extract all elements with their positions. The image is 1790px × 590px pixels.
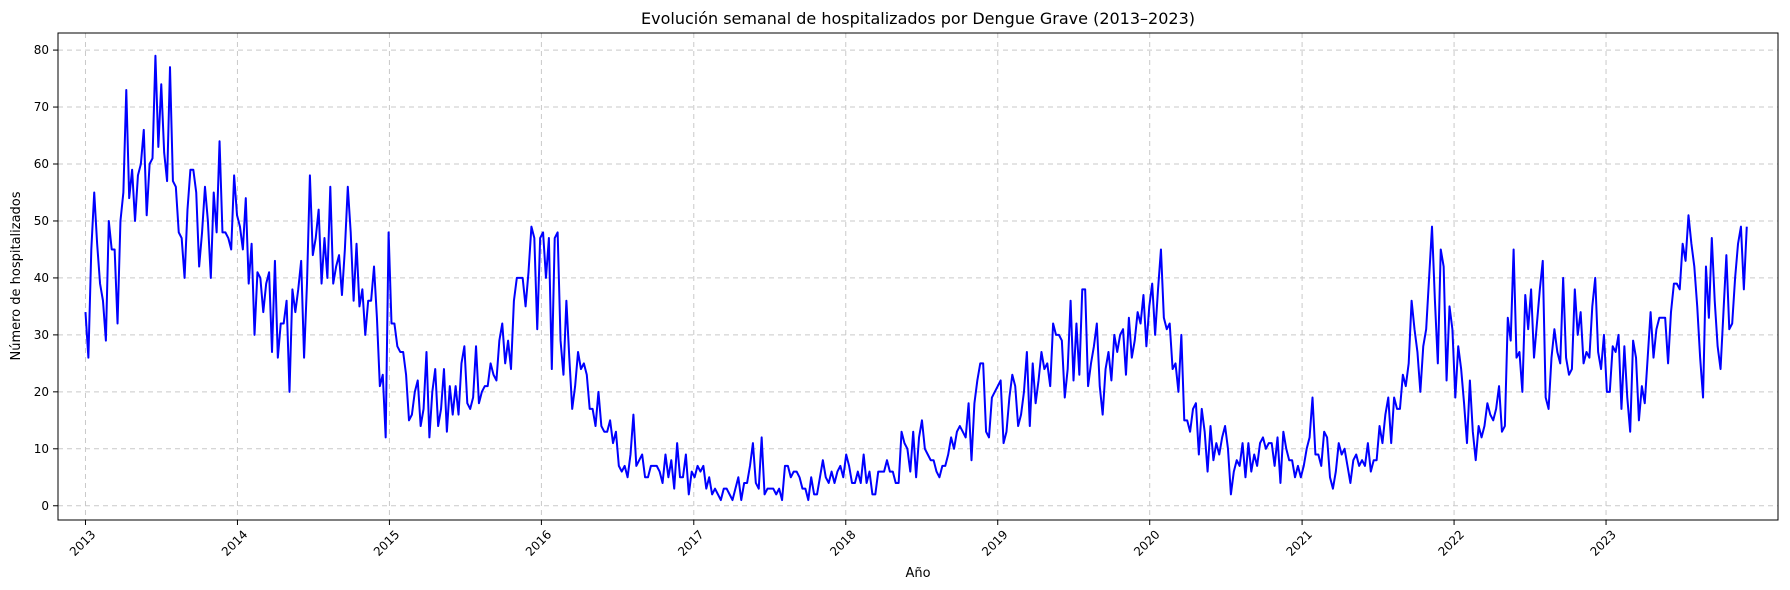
y-tick-label: 40 <box>34 271 49 285</box>
x-tick-label: 2019 <box>979 527 1010 558</box>
x-tick-label: 2015 <box>371 527 402 558</box>
x-tick-label: 2023 <box>1587 527 1618 558</box>
plot-frame <box>57 32 1779 521</box>
x-tick-label: 2014 <box>219 527 250 558</box>
x-tick-label: 2016 <box>523 527 554 558</box>
x-tick-label: 2022 <box>1435 527 1466 558</box>
x-tick-label: 2020 <box>1131 527 1162 558</box>
x-tick-label: 2018 <box>827 527 858 558</box>
chart-title: Evolución semanal de hospitalizados por … <box>641 9 1195 28</box>
y-tick-label: 50 <box>34 214 49 228</box>
x-tick-label: 2017 <box>675 527 706 558</box>
y-tick-label: 60 <box>34 157 49 171</box>
y-tick-label: 0 <box>41 499 49 513</box>
x-tick-label: 2013 <box>67 527 98 558</box>
grid-layer <box>58 33 1778 520</box>
y-tick-label: 10 <box>34 442 49 456</box>
series-line <box>84 54 1748 502</box>
y-tick-label: 20 <box>34 385 49 399</box>
axes-layer: 0 10 20 30 40 50 60 70 80 2013 2014 2015 2016 2017 201… <box>34 32 1779 559</box>
x-tick-label: 2021 <box>1284 527 1315 558</box>
series-layer <box>84 54 1748 502</box>
x-axis-label: Año <box>905 566 930 581</box>
y-tick-label: 80 <box>34 43 49 57</box>
y-tick-label: 30 <box>34 328 49 342</box>
y-axis-label: Número de hospitalizados <box>9 191 24 360</box>
y-tick-label: 70 <box>34 100 49 114</box>
